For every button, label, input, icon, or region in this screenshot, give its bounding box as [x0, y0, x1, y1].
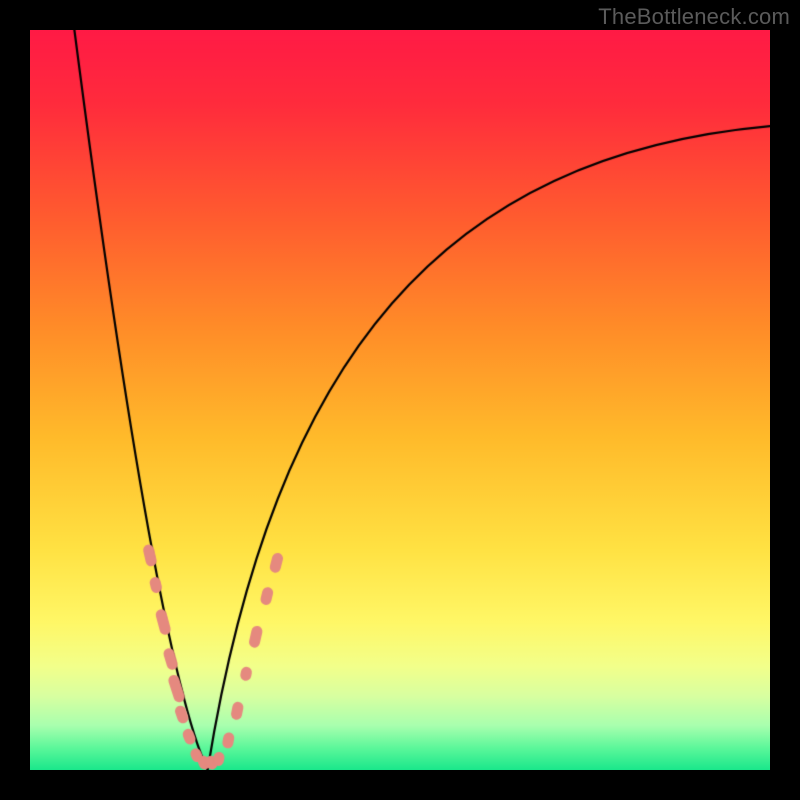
stage: TheBottleneck.com: [0, 0, 800, 800]
watermark-text: TheBottleneck.com: [598, 4, 790, 30]
marker-layer: [30, 30, 770, 770]
plot-frame: [30, 30, 770, 770]
